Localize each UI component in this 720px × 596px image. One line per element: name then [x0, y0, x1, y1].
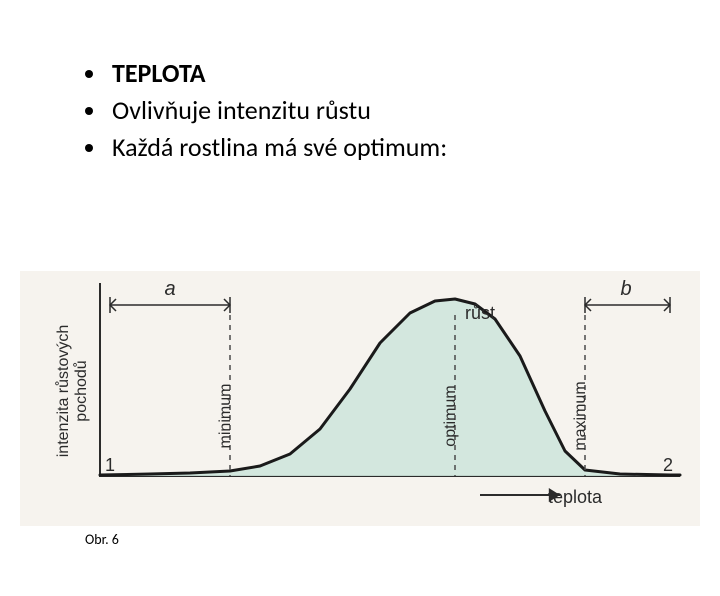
growth-curve-chart: intenzita růstovýchpochodů a b růst minimum o… — [20, 271, 700, 526]
svg-text:b: b — [620, 278, 631, 300]
bullet-item: TEPLOTA — [108, 56, 720, 91]
svg-text:intenzita růstových: intenzita růstových — [54, 325, 72, 458]
bullet-item: Každá rostlina má své optimum: — [108, 130, 720, 165]
bullet-text: Každá rostlina má své optimum: — [112, 131, 447, 163]
svg-text:a: a — [164, 278, 175, 300]
svg-text:maximum: maximum — [572, 381, 589, 450]
growth-curve-figure: intenzita růstovýchpochodů a b růst minimum o… — [20, 271, 700, 526]
svg-text:optimum: optimum — [442, 385, 459, 446]
svg-text:růst: růst — [465, 303, 495, 323]
svg-text:pochodů: pochodů — [72, 360, 90, 421]
bullet-item: Ovlivňuje intenzitu růstu — [108, 93, 720, 128]
bullet-list: TEPLOTA Ovlivňuje intenzitu růstu Každá … — [0, 56, 720, 165]
bullet-text: Ovlivňuje intenzitu růstu — [112, 94, 371, 126]
bullet-text: TEPLOTA — [112, 57, 206, 89]
svg-text:minimum: minimum — [217, 384, 234, 449]
svg-text:2: 2 — [663, 455, 673, 475]
svg-text:1: 1 — [105, 455, 115, 475]
svg-text:teplota: teplota — [548, 487, 603, 507]
